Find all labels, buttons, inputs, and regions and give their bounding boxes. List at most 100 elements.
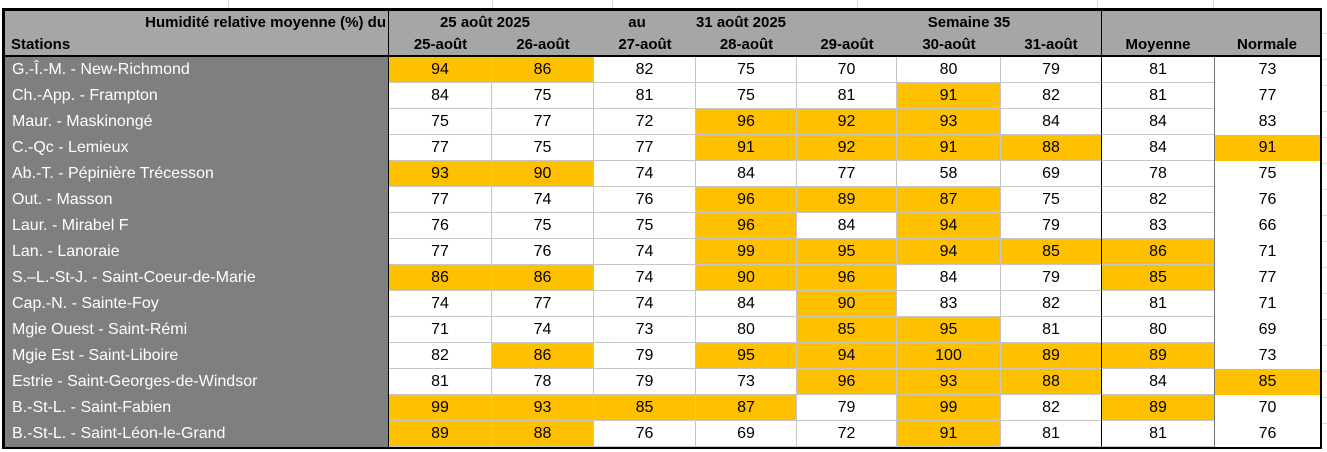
normale-cell[interactable]: 69 xyxy=(1214,317,1320,343)
moyenne-cell[interactable]: 84 xyxy=(1101,109,1214,135)
value-cell[interactable]: 84 xyxy=(797,213,897,239)
title-au-label[interactable]: au xyxy=(628,14,646,31)
value-cell[interactable]: 76 xyxy=(492,239,594,265)
value-cell[interactable]: 72 xyxy=(594,109,696,135)
value-cell[interactable]: 91 xyxy=(696,135,797,161)
value-cell[interactable]: 87 xyxy=(696,395,797,421)
value-cell[interactable]: 82 xyxy=(1001,83,1101,109)
station-cell[interactable]: Maur. - Maskinongé xyxy=(5,109,389,135)
value-cell[interactable]: 79 xyxy=(1001,265,1101,291)
moyenne-cell[interactable]: 80 xyxy=(1101,317,1214,343)
value-cell[interactable]: 88 xyxy=(1001,135,1101,161)
station-cell[interactable]: Mgie Est - Saint-Liboire xyxy=(5,343,389,369)
moyenne-cell[interactable]: 89 xyxy=(1101,395,1214,421)
value-cell[interactable]: 85 xyxy=(594,395,696,421)
value-cell[interactable]: 79 xyxy=(1001,57,1101,83)
station-cell[interactable]: Out. - Masson xyxy=(5,187,389,213)
title-week-label[interactable]: Semaine 35 xyxy=(927,14,1011,31)
value-cell[interactable]: 82 xyxy=(1001,291,1101,317)
value-cell[interactable]: 95 xyxy=(797,239,897,265)
value-cell[interactable]: 100 xyxy=(897,343,1001,369)
value-cell[interactable]: 91 xyxy=(897,83,1001,109)
value-cell[interactable]: 73 xyxy=(696,369,797,395)
value-cell[interactable]: 81 xyxy=(594,83,696,109)
value-cell[interactable]: 92 xyxy=(797,135,897,161)
value-cell[interactable]: 93 xyxy=(389,161,492,187)
value-cell[interactable]: 94 xyxy=(797,343,897,369)
moyenne-cell[interactable]: 81 xyxy=(1101,291,1214,317)
value-cell[interactable]: 95 xyxy=(897,317,1001,343)
moyenne-cell[interactable]: 89 xyxy=(1101,343,1214,369)
moyenne-cell[interactable]: 82 xyxy=(1101,187,1214,213)
moyenne-cell[interactable]: 81 xyxy=(1101,83,1214,109)
value-cell[interactable]: 87 xyxy=(897,187,1001,213)
value-cell[interactable]: 75 xyxy=(492,213,594,239)
value-cell[interactable]: 78 xyxy=(492,369,594,395)
value-cell[interactable]: 90 xyxy=(696,265,797,291)
moyenne-cell[interactable]: 86 xyxy=(1101,239,1214,265)
value-cell[interactable]: 85 xyxy=(1001,239,1101,265)
value-cell[interactable]: 76 xyxy=(594,187,696,213)
value-cell[interactable]: 92 xyxy=(797,109,897,135)
value-cell[interactable]: 99 xyxy=(696,239,797,265)
value-cell[interactable]: 94 xyxy=(897,239,1001,265)
value-cell[interactable]: 84 xyxy=(897,265,1001,291)
moyenne-cell[interactable]: 84 xyxy=(1101,135,1214,161)
value-cell[interactable]: 82 xyxy=(594,57,696,83)
day-header-30[interactable]: 30-août xyxy=(922,36,976,53)
station-cell[interactable]: Laur. - Mirabel F xyxy=(5,213,389,239)
station-cell[interactable]: B.-St-L. - Saint-Fabien xyxy=(5,395,389,421)
normale-cell[interactable]: 85 xyxy=(1214,369,1320,395)
value-cell[interactable]: 82 xyxy=(389,343,492,369)
value-cell[interactable]: 74 xyxy=(594,291,696,317)
station-cell[interactable]: S.–L.-St-J. - Saint-Coeur-de-Marie xyxy=(5,265,389,291)
title-end-date[interactable]: 31 août 2025 xyxy=(695,14,787,31)
stations-header[interactable]: Stations xyxy=(5,33,389,57)
value-cell[interactable]: 93 xyxy=(897,369,1001,395)
value-cell[interactable]: 75 xyxy=(492,135,594,161)
value-cell[interactable]: 75 xyxy=(492,83,594,109)
value-cell[interactable]: 79 xyxy=(594,369,696,395)
value-cell[interactable]: 96 xyxy=(696,109,797,135)
day-header-28[interactable]: 28-août xyxy=(719,36,774,53)
normale-cell[interactable]: 76 xyxy=(1214,421,1320,447)
value-cell[interactable]: 96 xyxy=(797,369,897,395)
value-cell[interactable]: 75 xyxy=(696,57,797,83)
value-cell[interactable]: 58 xyxy=(897,161,1001,187)
value-cell[interactable]: 96 xyxy=(696,187,797,213)
value-cell[interactable]: 89 xyxy=(389,421,492,447)
value-cell[interactable]: 90 xyxy=(797,291,897,317)
value-cell[interactable]: 74 xyxy=(594,161,696,187)
normale-cell[interactable]: 71 xyxy=(1214,239,1320,265)
value-cell[interactable]: 86 xyxy=(492,343,594,369)
value-cell[interactable]: 79 xyxy=(1001,213,1101,239)
moyenne-cell[interactable]: 84 xyxy=(1101,369,1214,395)
value-cell[interactable]: 75 xyxy=(696,83,797,109)
normale-cell[interactable]: 77 xyxy=(1214,265,1320,291)
station-cell[interactable]: Ab.-T. - Pépinière Trécesson xyxy=(5,161,389,187)
station-cell[interactable]: Estrie - Saint-Georges-de-Windsor xyxy=(5,369,389,395)
value-cell[interactable]: 69 xyxy=(1001,161,1101,187)
value-cell[interactable]: 81 xyxy=(1001,317,1101,343)
value-cell[interactable]: 88 xyxy=(1001,369,1101,395)
station-cell[interactable]: Ch.-App. - Frampton xyxy=(5,83,389,109)
value-cell[interactable]: 86 xyxy=(492,57,594,83)
value-cell[interactable]: 77 xyxy=(594,135,696,161)
value-cell[interactable]: 79 xyxy=(594,343,696,369)
value-cell[interactable]: 85 xyxy=(797,317,897,343)
normale-header[interactable]: Normale xyxy=(1236,36,1298,53)
value-cell[interactable]: 99 xyxy=(897,395,1001,421)
value-cell[interactable]: 89 xyxy=(797,187,897,213)
normale-cell[interactable]: 77 xyxy=(1214,83,1320,109)
table-title[interactable]: Humidité relative moyenne (%) du xyxy=(145,14,386,31)
value-cell[interactable]: 94 xyxy=(389,57,492,83)
value-cell[interactable]: 76 xyxy=(594,421,696,447)
value-cell[interactable]: 83 xyxy=(897,291,1001,317)
value-cell[interactable]: 84 xyxy=(389,83,492,109)
value-cell[interactable]: 70 xyxy=(797,57,897,83)
value-cell[interactable]: 74 xyxy=(492,317,594,343)
value-cell[interactable]: 82 xyxy=(1001,395,1101,421)
value-cell[interactable]: 75 xyxy=(389,109,492,135)
day-header-26[interactable]: 26-août xyxy=(516,36,570,53)
value-cell[interactable]: 75 xyxy=(594,213,696,239)
